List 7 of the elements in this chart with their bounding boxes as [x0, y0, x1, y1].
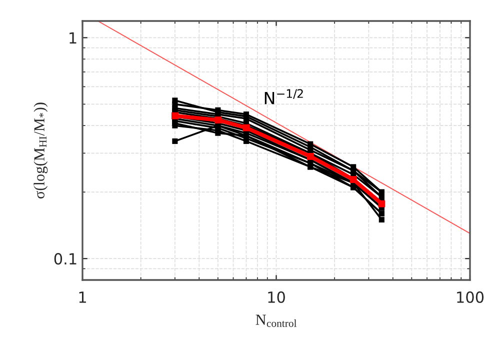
- series-label: N$^{−1/2}$: [264, 89, 303, 104]
- x-tick-label: 10: [268, 291, 285, 303]
- x-tick-label: 100: [457, 291, 484, 303]
- y-tick-label: 0.1: [54, 253, 76, 265]
- x-tick-label: 1: [79, 292, 86, 303]
- y-axis-title: σ(log(M$_{HI}$/M$_{*}$)): [34, 102, 48, 198]
- x-axis-title: N$_{control}$: [256, 314, 297, 327]
